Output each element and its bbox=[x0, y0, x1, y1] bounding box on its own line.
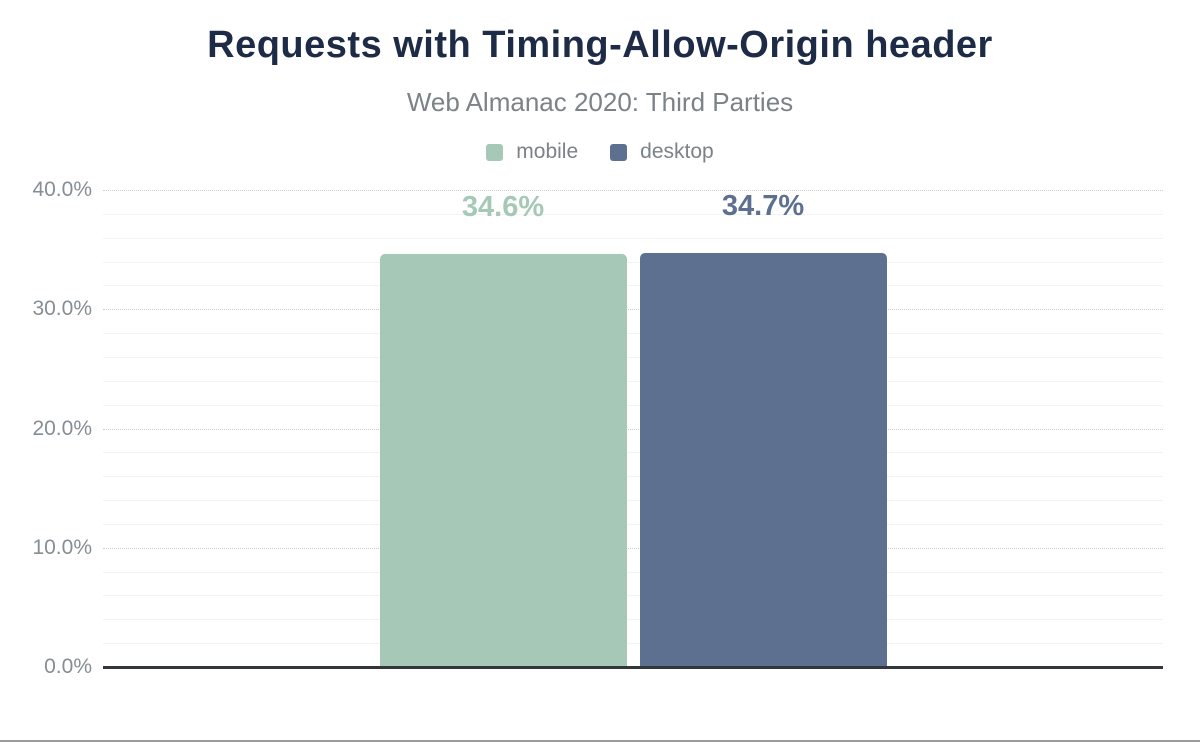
chart-title: Requests with Timing-Allow-Origin header bbox=[207, 24, 993, 66]
minor-gridline bbox=[103, 237, 1163, 239]
legend-swatch-icon bbox=[610, 143, 628, 161]
y-axis-tick-label: 0.0% bbox=[44, 655, 92, 678]
minor-gridline bbox=[103, 643, 1163, 645]
minor-gridline bbox=[103, 213, 1163, 215]
bar-value-label-desktop: 34.7% bbox=[721, 190, 805, 223]
minor-gridline bbox=[103, 261, 1163, 263]
y-axis-tick-label: 20.0% bbox=[32, 416, 92, 440]
y-axis-tick-label: 30.0% bbox=[32, 297, 92, 321]
major-gridline bbox=[103, 309, 1163, 311]
minor-gridline bbox=[103, 285, 1163, 287]
minor-gridline bbox=[103, 452, 1163, 454]
minor-gridline bbox=[103, 476, 1163, 478]
minor-gridline bbox=[103, 523, 1163, 525]
major-gridline bbox=[103, 428, 1163, 430]
minor-gridline bbox=[103, 404, 1163, 406]
major-gridline bbox=[103, 190, 1163, 191]
legend-label: desktop bbox=[640, 140, 714, 163]
y-axis-tick-label: 40.0% bbox=[32, 178, 92, 201]
bar-desktop[interactable] bbox=[639, 253, 887, 667]
minor-gridline bbox=[103, 333, 1163, 335]
minor-gridline bbox=[103, 571, 1163, 573]
minor-gridline bbox=[103, 619, 1163, 621]
minor-gridline bbox=[103, 380, 1163, 382]
bar-value-label-mobile: 34.6% bbox=[461, 191, 545, 224]
legend-item-desktop: desktop bbox=[610, 140, 714, 164]
y-axis-tick-label: 10.0% bbox=[32, 535, 92, 559]
minor-gridline bbox=[103, 500, 1163, 502]
legend-label: mobile bbox=[516, 140, 579, 163]
chart-subtitle: Web Almanac 2020: Third Parties bbox=[406, 87, 794, 117]
x-axis-line bbox=[103, 666, 1163, 669]
minor-gridline bbox=[103, 595, 1163, 597]
major-gridline bbox=[103, 547, 1163, 549]
bar-mobile[interactable] bbox=[379, 254, 627, 667]
legend-item-mobile: mobile bbox=[486, 140, 578, 164]
legend-swatch-icon bbox=[486, 143, 504, 161]
minor-gridline bbox=[103, 356, 1163, 358]
legend: mobile desktop bbox=[0, 140, 1200, 164]
